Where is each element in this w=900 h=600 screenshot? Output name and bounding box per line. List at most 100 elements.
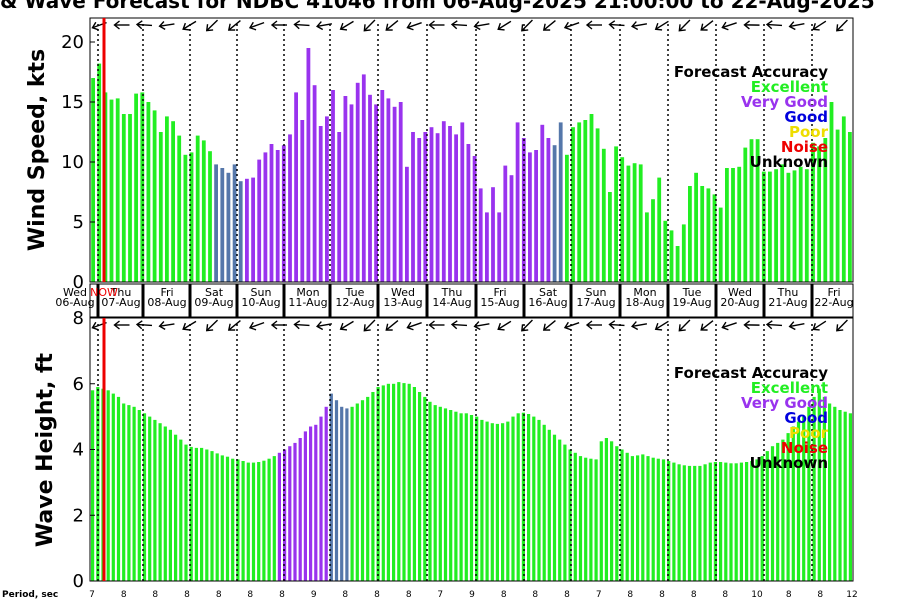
wave-bar: [745, 462, 749, 581]
period-value: 8: [501, 590, 507, 600]
wind-bar: [829, 102, 834, 282]
period-value: 8: [564, 590, 570, 600]
legend-title: Forecast Accuracy: [674, 63, 828, 81]
wave-bar: [490, 423, 494, 581]
wind-bar: [183, 154, 188, 282]
day-date-label: 14-Aug: [432, 296, 471, 309]
day-date-label: 12-Aug: [335, 296, 374, 309]
wind-bar: [288, 134, 292, 282]
wave-bar: [475, 416, 479, 581]
wave-bar: [807, 406, 811, 581]
wind-arrow-icon: [788, 21, 805, 31]
day-name-label: Thu: [441, 286, 463, 299]
wave-bar: [184, 444, 188, 581]
wave-bar: [584, 457, 588, 581]
wind-bar: [792, 170, 797, 282]
wind-arrow-icon: [700, 20, 714, 31]
wind-bar: [454, 134, 458, 282]
wind-bar: [146, 102, 151, 282]
wind-bar: [208, 151, 212, 282]
wind-bar: [472, 156, 477, 282]
period-value: 8: [342, 590, 348, 600]
wind-bar: [281, 145, 286, 282]
wave-bar: [272, 456, 276, 581]
wave-bar: [589, 458, 593, 581]
wind-bar: [226, 172, 231, 282]
day-date-label: 18-Aug: [625, 296, 664, 309]
wind-bar: [411, 132, 415, 282]
wave-bar: [215, 453, 219, 581]
now-marker: NOW: [90, 18, 118, 581]
wave-arrow-icon: [158, 321, 175, 331]
wind-bar: [700, 186, 705, 282]
wave-bar: [734, 463, 738, 581]
wind-bar: [448, 126, 452, 282]
wind-bar: [485, 212, 489, 282]
period-value: 7: [89, 590, 95, 600]
wave-bar: [791, 426, 795, 581]
legend-item: Unknown: [750, 153, 828, 171]
wind-bar: [441, 121, 446, 282]
wind-bar: [614, 146, 618, 282]
wind-bar: [220, 168, 225, 282]
wave-bar: [552, 434, 557, 581]
wind-tick-label: 15: [61, 92, 84, 113]
day-date-label: 16-Aug: [528, 296, 567, 309]
wave-tick-label: 0: [73, 571, 84, 592]
wave-bar: [833, 406, 837, 581]
wave-bar: [142, 413, 147, 581]
day-date-label: 08-Aug: [147, 296, 186, 309]
wind-bar: [355, 82, 360, 282]
legend-item: Excellent: [751, 379, 828, 397]
period-value: 8: [722, 590, 728, 600]
wave-arrow-icon: [135, 320, 153, 330]
wind-bar: [804, 169, 809, 282]
wind-bar: [669, 230, 674, 282]
wind-arrow-icon: [497, 20, 512, 31]
wind-bar: [232, 164, 237, 282]
wave-bar: [407, 383, 411, 582]
wind-bar: [601, 148, 606, 282]
wind-bar: [189, 152, 194, 282]
day-name-label: Tue: [682, 286, 702, 299]
wave-bar: [838, 410, 842, 581]
wind-bar: [214, 164, 218, 282]
wave-bar: [111, 393, 115, 581]
period-value: 8: [184, 590, 190, 600]
wave-bar: [277, 452, 281, 581]
day-date-label: 06-Aug: [55, 296, 94, 309]
wave-tick-label: 4: [73, 440, 84, 461]
wave-bar: [443, 408, 448, 581]
wave-arrow-icon: [585, 320, 602, 330]
wave-bar: [516, 413, 520, 581]
wind-bar: [755, 139, 760, 282]
wind-bar: [552, 145, 557, 282]
period-value: 12: [846, 590, 857, 600]
wind-bar: [152, 110, 157, 283]
wave-bar: [713, 462, 717, 581]
day-name-label: Thu: [777, 286, 799, 299]
wind-bar: [645, 212, 649, 282]
wave-bar: [672, 462, 676, 581]
period-value: 8: [152, 590, 158, 600]
wind-bar: [374, 104, 378, 283]
wave-bar: [724, 462, 728, 581]
day-date-label: 09-Aug: [194, 296, 233, 309]
wave-arrow-icon: [428, 320, 445, 330]
wind-arrow-icon: [363, 19, 376, 32]
wind-bar: [638, 164, 643, 282]
wind-tick-label: 10: [61, 152, 84, 173]
day-date-label: 10-Aug: [241, 296, 280, 309]
day-name-label: Tue: [345, 286, 365, 299]
wave-bar: [148, 416, 152, 581]
wind-bar: [386, 98, 391, 283]
wind-arrow-icon: [450, 20, 468, 30]
wind-bar: [165, 116, 169, 283]
wind-bar: [725, 168, 729, 282]
wind-arrow-icon: [227, 20, 241, 31]
wind-bar: [632, 163, 637, 282]
wave-bar: [428, 401, 432, 581]
wave-bar: [677, 464, 681, 581]
wave-bar: [765, 451, 769, 581]
